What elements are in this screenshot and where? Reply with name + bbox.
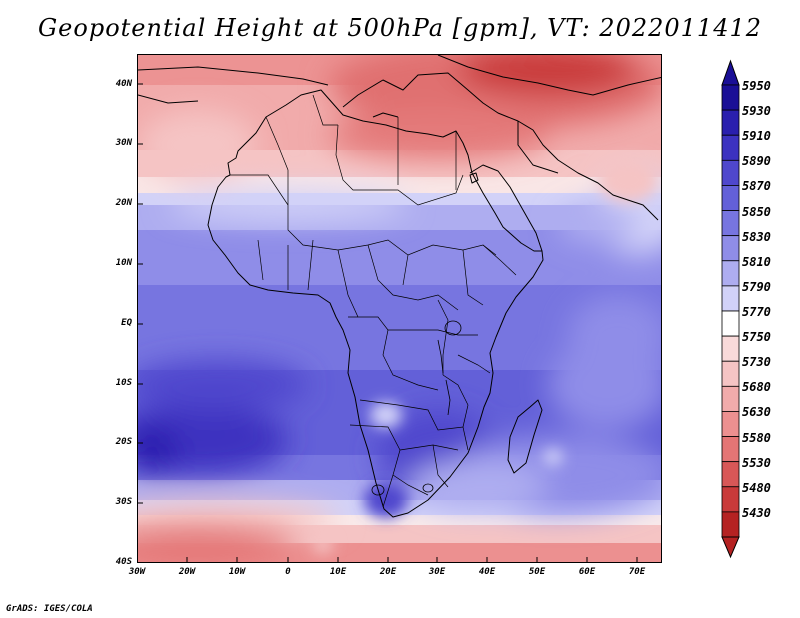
colorbar-swatch — [721, 134, 740, 161]
colorbar-level-label: 5950 — [742, 79, 771, 93]
colorbar-level-label: 5530 — [742, 455, 771, 470]
colorbar-swatch — [721, 235, 740, 262]
lon-label-70e: 70E — [628, 567, 646, 577]
lat-label-30s: 30S — [115, 497, 132, 507]
band-tropic — [138, 230, 661, 290]
colorbar-level-label: 5580 — [742, 430, 771, 445]
colorbar-swatch — [721, 310, 740, 337]
credit-text: GrADS: IGES/COLA — [6, 604, 93, 614]
height-field-map[interactable] — [138, 55, 662, 563]
colorbar-swatch — [721, 185, 740, 211]
lon-label-50e: 50E — [528, 567, 546, 577]
colorbar-level-label: 5890 — [742, 154, 771, 169]
colorbar-level-label: 5830 — [742, 229, 771, 244]
lon-label-40e: 40E — [478, 567, 496, 577]
colorbar-swatch — [721, 461, 740, 488]
lat-label-20n: 20N — [115, 198, 132, 208]
colorbar-level-label: 5930 — [742, 104, 771, 119]
lon-label-10e: 10E — [329, 567, 347, 577]
colorbar-swatch — [721, 260, 740, 287]
country-borders — [230, 94, 517, 508]
coastlines — [138, 55, 661, 518]
lat-label-10s: 10S — [115, 378, 132, 388]
colorbar-level-label: 5910 — [742, 129, 771, 144]
lakes — [371, 320, 462, 496]
colorbar-swatch — [721, 486, 740, 513]
colorbar-level-label: 5770 — [742, 305, 771, 319]
colorbar-swatch — [721, 109, 740, 136]
lon-label-10w: 10W — [228, 567, 246, 577]
colorbar-swatch — [721, 360, 740, 387]
colorbar-level-label: 5630 — [742, 405, 771, 420]
field-local-features — [313, 158, 658, 553]
lat-label-10n: 10N — [115, 258, 132, 268]
colorbar-swatch — [721, 159, 740, 186]
colorbar-min-arrow — [721, 536, 740, 559]
colorbar-swatch — [721, 385, 740, 412]
lon-label-30e: 30E — [428, 567, 446, 577]
colorbar-swatch — [721, 335, 740, 362]
colorbar-level-label: 5480 — [742, 480, 771, 495]
colorbar-level-label: 5750 — [742, 330, 771, 345]
lon-label-30w: 30W — [128, 567, 146, 577]
colorbar-swatch — [721, 84, 740, 111]
lon-label-20e: 20E — [379, 567, 397, 577]
colorbar-max-arrow — [721, 59, 740, 86]
lon-label-0: 0 — [285, 567, 291, 577]
lat-label-30n: 30N — [115, 138, 132, 148]
map-title: Geopotential Height at 500hPa [gpm], VT:… — [38, 14, 762, 42]
colorbar-swatch — [721, 285, 740, 312]
lon-label-20w: 20W — [178, 567, 196, 577]
map-panel[interactable] — [137, 54, 662, 563]
colorbar-level-label: 5870 — [742, 179, 771, 194]
colorbar-swatch — [721, 411, 740, 437]
field-anomalies — [138, 55, 661, 562]
colorbar-level-label: 5790 — [742, 279, 771, 294]
colorbar-swatch — [721, 511, 740, 538]
lat-label-40s: 40S — [115, 557, 132, 567]
lon-label-60e: 60E — [578, 567, 596, 577]
colorbar-level-label: 5810 — [742, 254, 771, 269]
lat-label-eq: EQ — [121, 318, 132, 328]
colorbar-swatch — [721, 436, 740, 463]
colorbar-level-label: 5850 — [742, 204, 771, 219]
lat-label-40n: 40N — [115, 79, 132, 89]
colorbar-level-label: 5430 — [742, 505, 771, 520]
lat-label-20s: 20S — [115, 437, 132, 447]
colorbar-swatch — [721, 210, 740, 237]
colorbar-level-label: 5680 — [742, 380, 771, 395]
colorbar-level-label: 5730 — [742, 355, 771, 370]
